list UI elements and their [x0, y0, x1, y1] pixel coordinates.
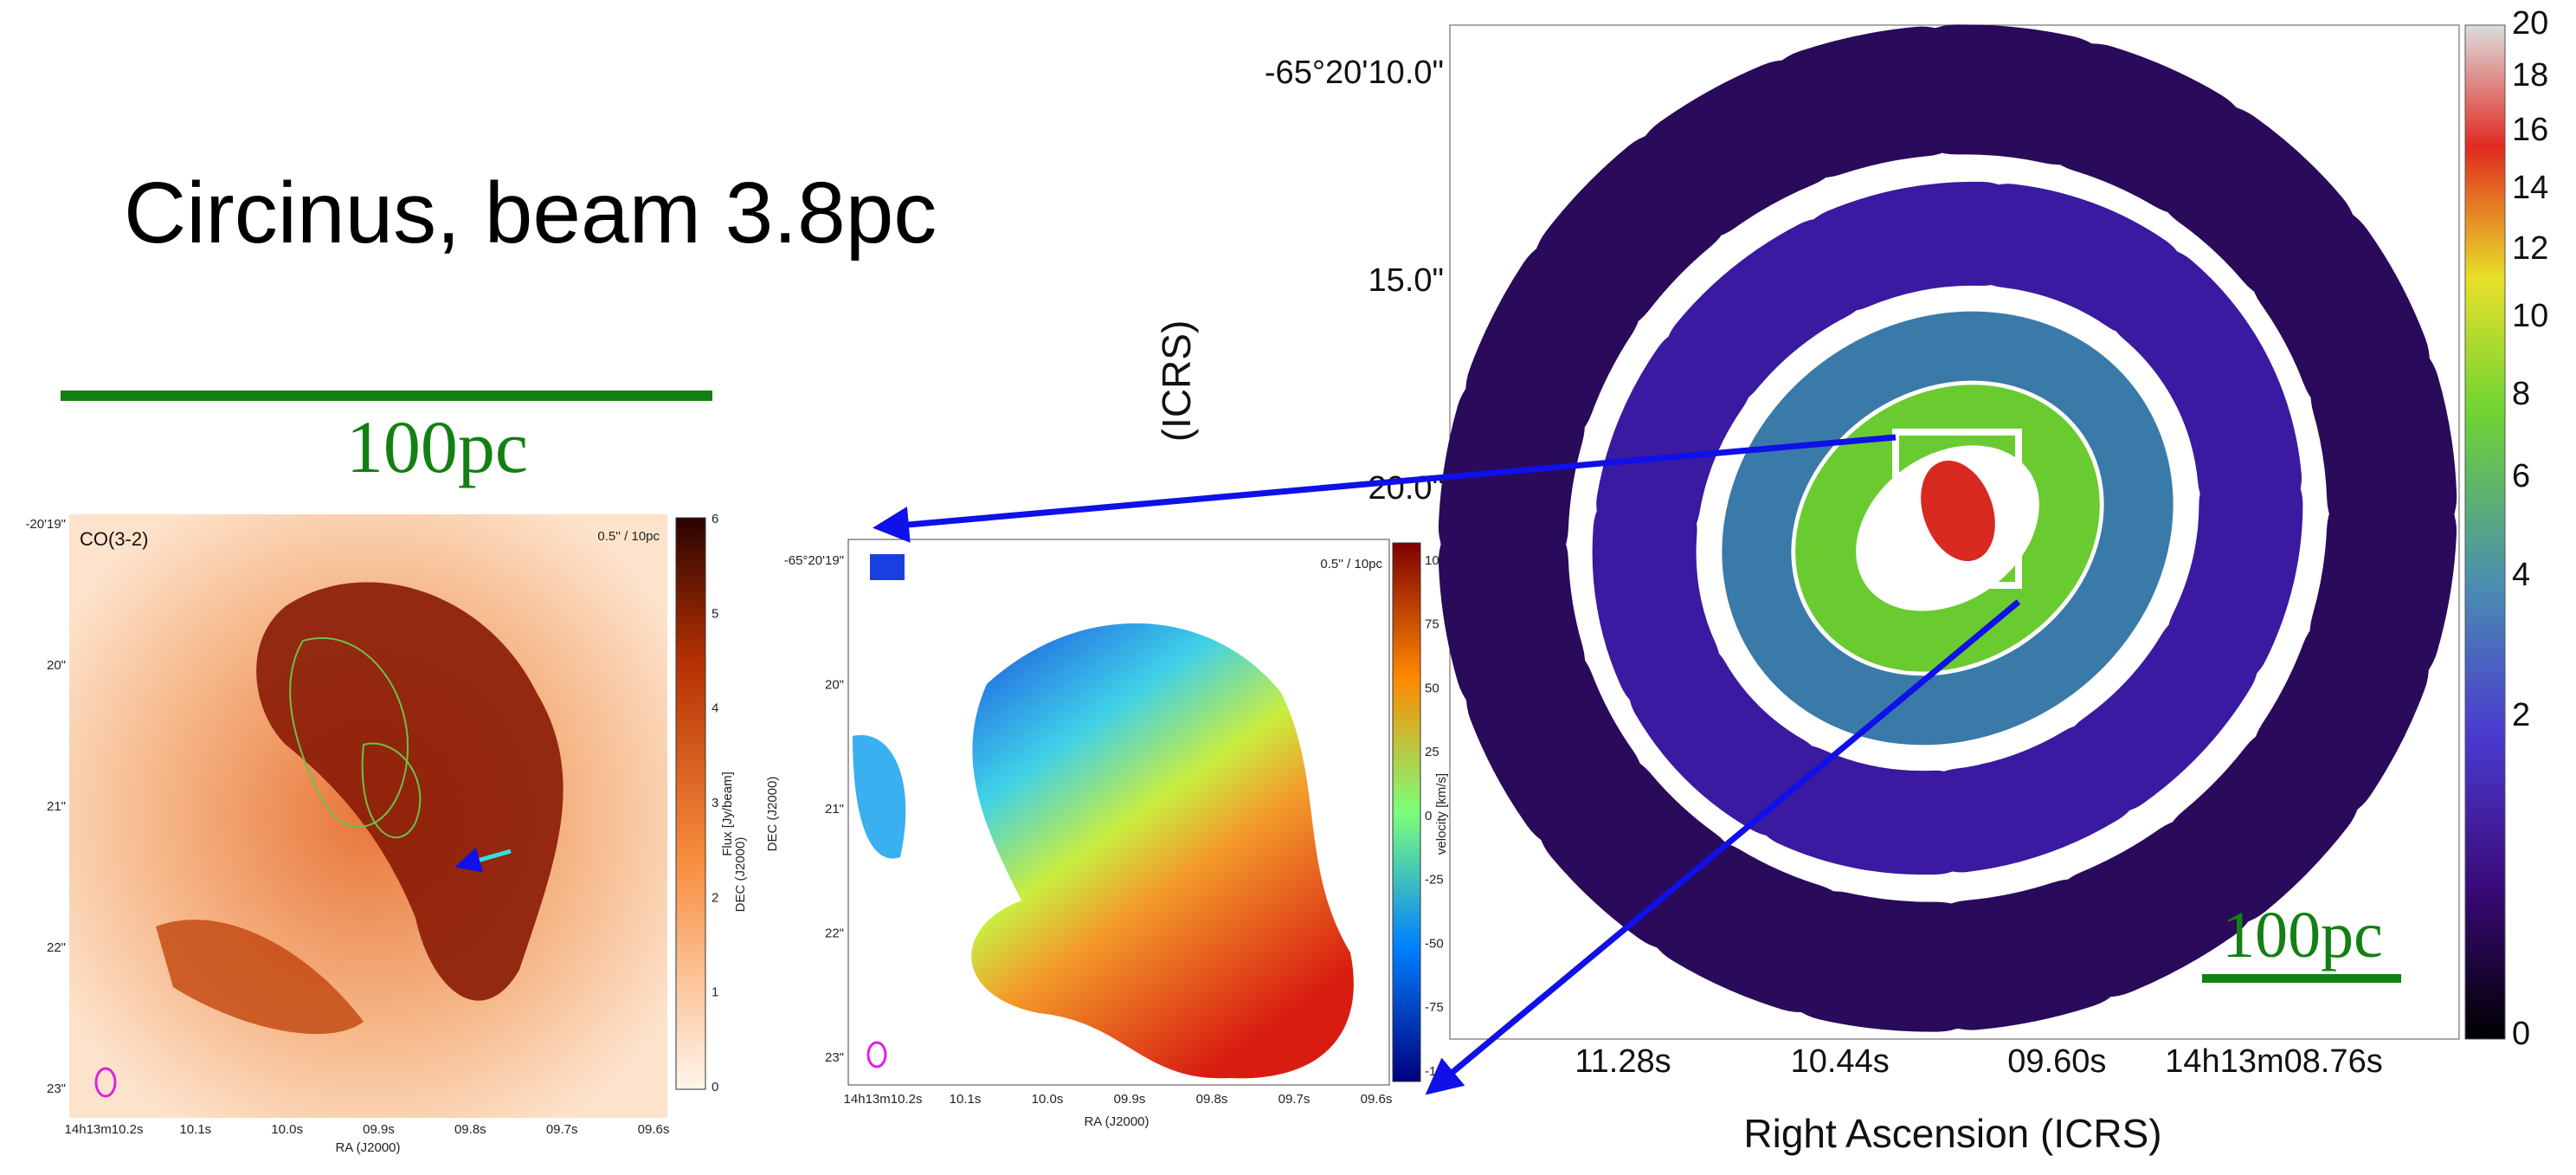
scale-bar — [2202, 974, 2401, 983]
beam — [866, 1041, 887, 1068]
y-tick-label: -65°20'10.0" — [1265, 55, 1444, 91]
beam — [94, 1067, 117, 1098]
y-tick-label: -20'19" — [25, 517, 66, 532]
co-panel: CO(3-2) 0.5'' / 10pc Flux [Jy/beam] RA (… — [25, 512, 735, 1155]
y-tick-label: -65°20'19" — [784, 553, 844, 568]
colorbar-tick-label: 16 — [2512, 112, 2548, 148]
velocity-field — [971, 623, 1354, 1079]
intensity-panel: 100pc (ICRS) Right Ascension (ICRS) -65°… — [1154, 5, 2548, 1156]
colorbar-tick-label: 25 — [1425, 745, 1439, 759]
slide-title: Circinus, beam 3.8pc — [124, 165, 937, 261]
x-tick-label: 09.8s — [1196, 1092, 1228, 1107]
scale-bar — [61, 391, 712, 401]
velocity-field — [870, 554, 905, 580]
y-axis-label: DEC (J2000) — [765, 777, 780, 852]
y-axis-label: DEC (J2000) — [733, 837, 748, 913]
colorbar-tick-label: -25 — [1425, 873, 1444, 888]
colorbar — [2464, 24, 2506, 1040]
x-axis-label: Right Ascension (ICRS) — [1743, 1111, 2161, 1156]
colorbar-tick-label: 10 — [2512, 298, 2548, 334]
colorbar-tick-label: 3 — [712, 796, 718, 810]
x-tick-label: 10.0s — [1032, 1092, 1064, 1107]
x-tick-label: 09.9s — [363, 1122, 395, 1137]
x-tick-label: 14h13m08.76s — [2165, 1043, 2382, 1080]
y-tick-label: 21" — [825, 802, 844, 817]
colorbar-tick-label: 2 — [712, 890, 718, 905]
colorbar-tick-label: 1 — [712, 985, 718, 1000]
x-tick-label: 11.28s — [1575, 1043, 1671, 1080]
x-tick-label: 09.7s — [546, 1122, 578, 1137]
x-tick-label: 14h13m10.2s — [65, 1122, 144, 1137]
y-axis-label: (ICRS) — [1154, 320, 1199, 442]
colorbar-tick-label: 14 — [2512, 170, 2548, 206]
x-tick-label: 10.44s — [1791, 1043, 1890, 1080]
y-tick-label: 22" — [825, 926, 844, 940]
y-tick-label: 21" — [47, 799, 66, 814]
x-tick-label: 09.60s — [2007, 1043, 2106, 1080]
y-tick-label: 23" — [47, 1081, 66, 1096]
colorbar-tick-label: 0 — [712, 1080, 718, 1094]
x-tick-label: 10.0s — [271, 1122, 303, 1137]
zoom-box — [1892, 429, 2022, 589]
co-emission — [256, 582, 564, 1001]
x-axis-label: RA (J2000) — [1084, 1114, 1149, 1129]
colorbar-tick-label: 5 — [712, 606, 718, 621]
panel-label: CO(3-2) — [80, 528, 148, 550]
beam-scale: 0.5'' / 10pc — [597, 529, 660, 544]
x-tick-label: 10.1s — [950, 1092, 982, 1107]
zoom-arrow — [1425, 599, 2021, 1095]
colorbar-tick-label: 4 — [2512, 557, 2530, 593]
x-tick-label: 09.6s — [638, 1122, 670, 1137]
scale-bar-label: 100pc — [2222, 899, 2383, 972]
colorbar-tick-label: 4 — [712, 701, 718, 716]
colorbar-tick-label: 0 — [2512, 1016, 2530, 1052]
velocity-field — [853, 734, 906, 859]
co-emission — [156, 920, 364, 1035]
contour — [361, 742, 422, 839]
y-tick-label: 20" — [47, 658, 66, 673]
colorbar-tick-label: 2 — [2512, 697, 2530, 733]
colorbar-tick-label: 20 — [2512, 5, 2548, 42]
x-tick-label: 09.7s — [1278, 1092, 1311, 1107]
velocity-panel: 0.5'' / 10pc velocity [km/s] DEC (J2000)… — [765, 539, 1451, 1129]
scale-bar-label: 100pc — [346, 405, 528, 488]
colorbar-tick-label: 8 — [2512, 376, 2530, 412]
colorbar — [1392, 542, 1421, 1082]
colorbar-tick-label: 6 — [2512, 458, 2530, 494]
colorbar-tick-label: 50 — [1425, 681, 1439, 695]
x-axis-label: RA (J2000) — [335, 1140, 400, 1155]
colorbar-tick-label: 6 — [712, 512, 718, 526]
x-tick-label: 09.8s — [454, 1122, 486, 1137]
colorbar-label: Flux [Jy/beam] — [720, 771, 735, 856]
colorbar-tick-label: -75 — [1425, 1000, 1444, 1015]
x-tick-label: 10.1s — [179, 1122, 211, 1137]
y-tick-label: 23" — [825, 1050, 844, 1065]
pointer-arrow — [454, 847, 512, 873]
y-tick-label: 20" — [825, 677, 844, 692]
y-tick-label: 22" — [47, 940, 66, 955]
y-tick-label: 15.0" — [1368, 262, 1444, 299]
colorbar-tick-label: 75 — [1425, 617, 1439, 632]
colorbar-label: velocity [km/s] — [1434, 773, 1449, 855]
x-tick-label: 14h13m10.2s — [844, 1092, 923, 1107]
colorbar-tick-label: -50 — [1425, 936, 1444, 951]
nucleus — [1921, 460, 1995, 562]
colorbar-tick-label: 12 — [2512, 230, 2548, 267]
colorbar — [675, 517, 706, 1090]
colorbar-tick-label: 18 — [2512, 57, 2548, 94]
x-tick-label: 09.9s — [1114, 1092, 1146, 1107]
contour — [289, 636, 409, 828]
colorbar-tick-label: 0 — [1425, 809, 1432, 823]
x-tick-label: 09.6s — [1361, 1092, 1393, 1107]
zoom-arrow — [873, 434, 1897, 543]
beam-scale: 0.5'' / 10pc — [1320, 557, 1382, 571]
